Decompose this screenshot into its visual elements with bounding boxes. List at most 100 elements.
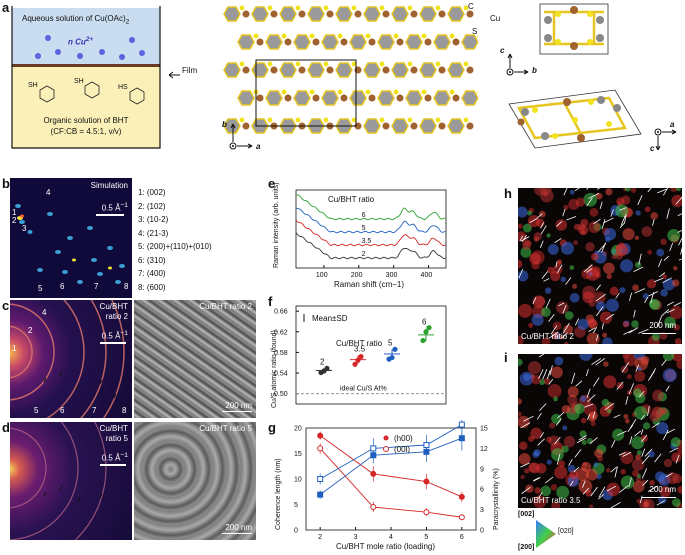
grain — [551, 413, 562, 424]
data-point — [458, 435, 465, 442]
grain — [585, 242, 595, 252]
orientation-stroke — [585, 369, 589, 377]
orientation-stroke — [519, 235, 524, 242]
series-line — [319, 448, 462, 518]
grain — [643, 501, 649, 507]
grain — [580, 395, 587, 402]
sem-ratio-5-image: Cu/BHT ratio 5 200 nm — [134, 422, 256, 540]
grain — [518, 335, 524, 344]
orientation-stroke — [666, 208, 670, 219]
grain — [589, 266, 601, 277]
grain — [524, 468, 530, 474]
grain — [530, 427, 542, 440]
giwaxs-5-scale-label: 0.5 Å — [101, 453, 121, 463]
s-atom — [477, 33, 483, 39]
organic-label-line2: (CF:CB = 4.5:1, v/v) — [50, 127, 122, 136]
orientation-stroke — [610, 466, 617, 473]
grain — [525, 484, 534, 493]
x-tick-label: 4 — [389, 534, 393, 541]
raman-series-label: 6 — [362, 212, 366, 219]
sh-label-1: SH — [28, 82, 38, 89]
grain — [518, 206, 528, 218]
grain — [670, 437, 681, 448]
grain — [569, 265, 575, 271]
unit-cell-side-view — [534, 0, 614, 62]
spot-label-1: 1 — [12, 208, 17, 217]
raman-series-line — [295, 194, 446, 221]
orientation-stroke — [555, 261, 558, 268]
orientation-stroke — [574, 449, 582, 458]
orientation-stroke — [633, 266, 644, 273]
s-atom — [421, 33, 427, 39]
grain — [601, 398, 610, 407]
grain — [520, 474, 525, 480]
data-point — [423, 478, 430, 485]
crystal-structure-lattice — [218, 2, 488, 142]
grain — [582, 291, 595, 304]
grain — [676, 188, 682, 192]
organic-layer — [12, 66, 160, 148]
grain — [564, 311, 574, 320]
grain — [588, 221, 601, 234]
orientation-stroke — [675, 196, 682, 205]
orientation-stroke — [562, 304, 567, 314]
series-label: 2 — [320, 357, 325, 366]
grain — [651, 332, 660, 341]
orientation-stroke — [654, 277, 664, 283]
grain — [641, 226, 653, 237]
s-atom — [351, 61, 357, 67]
panel-label-d: d — [2, 420, 10, 435]
s-atom — [407, 117, 413, 123]
orientation-stroke — [620, 215, 626, 226]
orientation-stroke — [678, 258, 682, 261]
sem-2-scale-bar — [222, 410, 252, 412]
orientation-stroke — [642, 479, 649, 487]
cu-atom — [452, 94, 460, 102]
cu-atom — [438, 66, 446, 74]
grain — [527, 361, 542, 375]
grain — [581, 439, 587, 445]
grain — [543, 377, 551, 385]
panel-label-i: i — [504, 350, 508, 365]
orientation-stroke — [604, 402, 615, 411]
grain — [578, 479, 593, 494]
grain — [670, 188, 678, 192]
orientation-stroke — [556, 221, 563, 227]
bht-unit — [405, 34, 423, 50]
peak-index-item: 5: (200)+(110)+(010) — [138, 242, 212, 251]
orientation-stroke — [556, 453, 561, 465]
ring-label-2: 2 — [28, 326, 33, 335]
grain — [677, 485, 682, 494]
grain — [662, 368, 677, 383]
orientation-stroke — [591, 358, 601, 365]
bht-unit — [363, 118, 381, 134]
grain — [548, 435, 560, 447]
y-right-tick-label: 15 — [480, 426, 488, 433]
data-point — [317, 445, 324, 452]
grain — [554, 465, 568, 479]
x-axis-label: Raman shift (cm−1) — [334, 280, 404, 289]
bht-unit — [363, 62, 381, 78]
grain — [664, 316, 676, 328]
bht-unit — [279, 62, 297, 78]
orientation-stroke — [678, 237, 682, 246]
orientation-stroke — [586, 388, 591, 399]
grain — [656, 421, 669, 435]
y-right-tick-label: 6 — [480, 487, 484, 494]
raman-series-line — [295, 232, 446, 260]
s-atom — [449, 89, 455, 95]
grain — [518, 223, 523, 229]
orientation-stroke — [619, 222, 626, 228]
orientation-stroke — [588, 193, 600, 199]
data-point — [423, 329, 429, 335]
cu-atom — [284, 94, 292, 102]
orientation-stroke — [595, 334, 599, 341]
cu-atom — [382, 10, 390, 18]
orientation-stroke — [540, 225, 547, 235]
peak-index-item: 1: (002) — [138, 188, 166, 197]
grain — [541, 307, 551, 318]
grain — [522, 239, 531, 247]
orientation-stroke — [665, 385, 670, 392]
grain — [585, 468, 598, 481]
grain — [622, 228, 635, 241]
